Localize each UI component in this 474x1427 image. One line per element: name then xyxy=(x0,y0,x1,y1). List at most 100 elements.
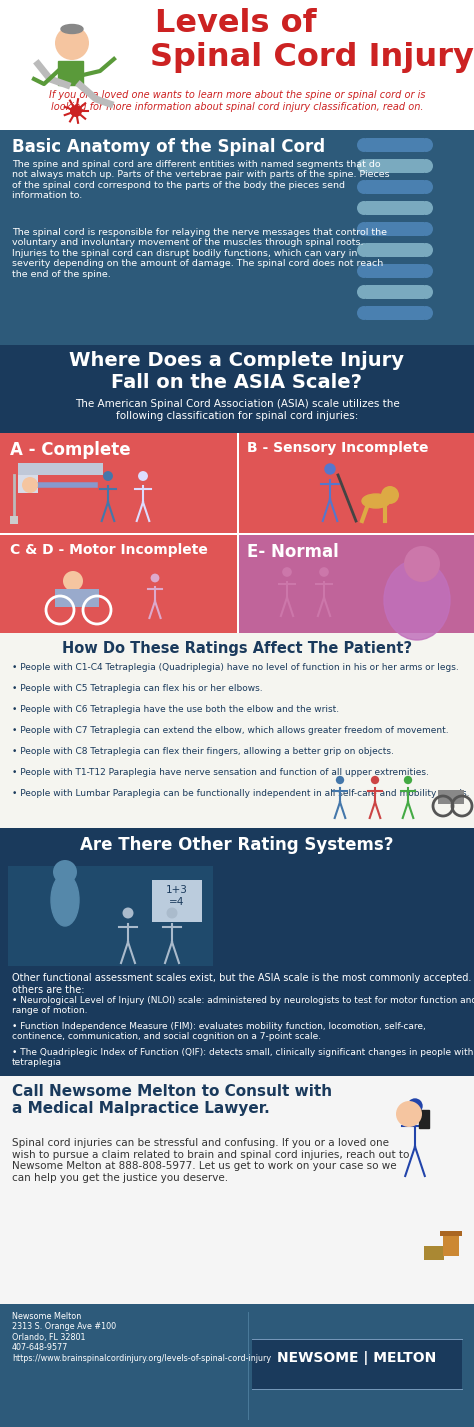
Bar xyxy=(419,1110,429,1127)
Circle shape xyxy=(319,567,329,577)
Bar xyxy=(0,0,474,130)
Circle shape xyxy=(357,138,371,153)
Text: • People with C1-C4 Tetraplegia (Quadriplegia) have no level of function in his : • People with C1-C4 Tetraplegia (Quadrip… xyxy=(12,664,459,672)
Text: 1+3
=4: 1+3 =4 xyxy=(166,885,188,906)
Bar xyxy=(252,1339,462,1388)
Circle shape xyxy=(122,908,134,919)
Text: • The Quadriplegic Index of Function (QIF): detects small, clinically significan: • The Quadriplegic Index of Function (QI… xyxy=(12,1047,474,1067)
Text: • People with C5 Tetraplegia can flex his or her elbows.: • People with C5 Tetraplegia can flex hi… xyxy=(12,684,263,694)
Text: • Function Independence Measure (FIM): evaluates mobility function, locomotion, : • Function Independence Measure (FIM): e… xyxy=(12,1022,426,1042)
Text: • People with C8 Tetraplegia can flex their fingers, allowing a better grip on o: • People with C8 Tetraplegia can flex th… xyxy=(12,746,394,756)
Circle shape xyxy=(103,471,113,481)
Bar xyxy=(424,1246,444,1260)
Circle shape xyxy=(407,1099,423,1113)
Text: • People with T1-T12 Paraplegia have nerve sensation and function of all upper e: • People with T1-T12 Paraplegia have ner… xyxy=(12,768,429,776)
Bar xyxy=(0,535,237,634)
Bar xyxy=(0,634,474,828)
Bar xyxy=(0,1304,474,1427)
Circle shape xyxy=(419,264,433,278)
Circle shape xyxy=(53,860,77,883)
Circle shape xyxy=(419,223,433,235)
Circle shape xyxy=(419,285,433,300)
Circle shape xyxy=(55,26,89,60)
Bar xyxy=(366,264,424,278)
Bar xyxy=(443,1234,459,1256)
Circle shape xyxy=(419,305,433,320)
Circle shape xyxy=(166,908,177,919)
Circle shape xyxy=(419,180,433,194)
Ellipse shape xyxy=(384,559,450,639)
Bar xyxy=(239,535,474,634)
Circle shape xyxy=(419,158,433,173)
Bar xyxy=(10,517,18,524)
Text: The American Spinal Cord Association (ASIA) scale utilizes the
following classif: The American Spinal Cord Association (AS… xyxy=(74,400,400,421)
Ellipse shape xyxy=(61,24,83,33)
Circle shape xyxy=(138,471,148,481)
Text: Levels of: Levels of xyxy=(155,9,317,39)
Text: If you or a loved one wants to learn more about the spine or spinal cord or is
l: If you or a loved one wants to learn mor… xyxy=(49,90,425,111)
Text: • People with C7 Tetraplegia can extend the elbow, which allows greater freedom : • People with C7 Tetraplegia can extend … xyxy=(12,726,448,735)
Bar xyxy=(0,130,474,345)
Circle shape xyxy=(357,158,371,173)
Circle shape xyxy=(324,464,336,475)
Text: Basic Anatomy of the Spinal Cord: Basic Anatomy of the Spinal Cord xyxy=(12,138,325,156)
Circle shape xyxy=(22,477,38,492)
Circle shape xyxy=(357,285,371,300)
Circle shape xyxy=(381,487,399,504)
Text: Fall on the ASIA Scale?: Fall on the ASIA Scale? xyxy=(111,372,363,392)
Text: Spinal Cord Injury: Spinal Cord Injury xyxy=(150,41,474,73)
Text: Other functional assessment scales exist, but the ASIA scale is the most commonl: Other functional assessment scales exist… xyxy=(12,973,474,995)
Bar xyxy=(366,285,424,300)
Bar xyxy=(0,345,474,432)
Text: • People with Lumbar Paraplegia can be functionally independent in all self-care: • People with Lumbar Paraplegia can be f… xyxy=(12,789,470,798)
Bar xyxy=(0,432,237,534)
Bar xyxy=(366,223,424,235)
Circle shape xyxy=(357,264,371,278)
Circle shape xyxy=(357,243,371,257)
Text: • Neurological Level of Injury (NLOI) scale: administered by neurologists to tes: • Neurological Level of Injury (NLOI) sc… xyxy=(12,996,474,1016)
Text: C & D - Motor Incomplete: C & D - Motor Incomplete xyxy=(10,544,208,557)
Text: Spinal cord injuries can be stressful and confusing. If you or a loved one
wish : Spinal cord injuries can be stressful an… xyxy=(12,1137,410,1183)
Bar xyxy=(366,305,424,320)
Bar xyxy=(366,180,424,194)
Text: How Do These Ratings Affect The Patient?: How Do These Ratings Affect The Patient? xyxy=(62,641,412,656)
Bar xyxy=(0,828,474,1076)
Circle shape xyxy=(404,547,440,582)
Ellipse shape xyxy=(51,873,79,926)
Bar xyxy=(0,1076,474,1304)
Bar xyxy=(18,475,38,492)
Bar xyxy=(8,866,213,966)
Bar xyxy=(366,158,424,173)
Text: B - Sensory Incomplete: B - Sensory Incomplete xyxy=(247,441,428,455)
Circle shape xyxy=(357,180,371,194)
Text: Are There Other Rating Systems?: Are There Other Rating Systems? xyxy=(80,836,394,853)
Ellipse shape xyxy=(362,494,390,508)
Text: Newsome Melton
2313 S. Orange Ave #100
Orlando, FL 32801
407-648-9577
https://ww: Newsome Melton 2313 S. Orange Ave #100 O… xyxy=(12,1311,271,1363)
Polygon shape xyxy=(58,61,83,86)
Circle shape xyxy=(357,305,371,320)
Circle shape xyxy=(419,201,433,215)
Bar xyxy=(55,589,99,606)
Bar xyxy=(366,201,424,215)
Circle shape xyxy=(371,776,379,785)
Text: Where Does a Complete Injury: Where Does a Complete Injury xyxy=(70,351,404,370)
Bar xyxy=(366,138,424,153)
Bar xyxy=(366,243,424,257)
Circle shape xyxy=(396,1102,422,1127)
Circle shape xyxy=(404,776,412,785)
Circle shape xyxy=(357,201,371,215)
Text: A - Complete: A - Complete xyxy=(10,441,131,459)
Text: Call Newsome Melton to Consult with
a Medical Malpractice Lawyer.: Call Newsome Melton to Consult with a Me… xyxy=(12,1085,332,1116)
Bar xyxy=(440,1232,462,1236)
Text: E- Normal: E- Normal xyxy=(247,544,339,561)
Text: NEWSOME | MELTON: NEWSOME | MELTON xyxy=(277,1351,437,1366)
Bar xyxy=(18,462,103,475)
Circle shape xyxy=(357,223,371,235)
Bar xyxy=(438,791,464,803)
Circle shape xyxy=(419,243,433,257)
Circle shape xyxy=(336,776,344,785)
Text: The spine and spinal cord are different entities with named segments that do
not: The spine and spinal cord are different … xyxy=(12,160,390,200)
Circle shape xyxy=(63,571,83,591)
Circle shape xyxy=(151,574,159,582)
Text: • People with C6 Tetraplegia have the use both the elbow and the wrist.: • People with C6 Tetraplegia have the us… xyxy=(12,705,339,714)
